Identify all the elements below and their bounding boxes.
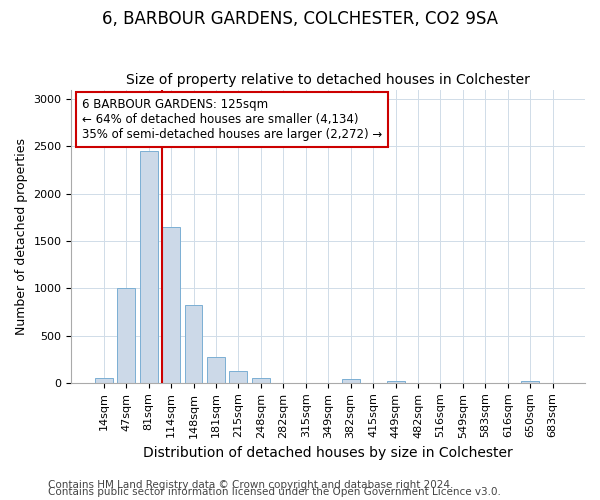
Bar <box>521 381 539 383</box>
Text: 6, BARBOUR GARDENS, COLCHESTER, CO2 9SA: 6, BARBOUR GARDENS, COLCHESTER, CO2 9SA <box>102 10 498 28</box>
Text: Contains HM Land Registry data © Crown copyright and database right 2024.: Contains HM Land Registry data © Crown c… <box>48 480 454 490</box>
Bar <box>386 381 404 383</box>
Bar <box>341 379 359 383</box>
Bar <box>207 357 225 383</box>
Y-axis label: Number of detached properties: Number of detached properties <box>15 138 28 334</box>
Bar <box>185 305 202 383</box>
Title: Size of property relative to detached houses in Colchester: Size of property relative to detached ho… <box>126 73 530 87</box>
Bar <box>117 288 135 383</box>
Bar <box>229 372 247 383</box>
Text: 6 BARBOUR GARDENS: 125sqm
← 64% of detached houses are smaller (4,134)
35% of se: 6 BARBOUR GARDENS: 125sqm ← 64% of detac… <box>82 98 382 142</box>
Bar <box>140 151 158 383</box>
Text: Contains public sector information licensed under the Open Government Licence v3: Contains public sector information licen… <box>48 487 501 497</box>
Bar <box>95 378 113 383</box>
Bar <box>252 378 270 383</box>
Bar <box>162 226 180 383</box>
X-axis label: Distribution of detached houses by size in Colchester: Distribution of detached houses by size … <box>143 446 513 460</box>
